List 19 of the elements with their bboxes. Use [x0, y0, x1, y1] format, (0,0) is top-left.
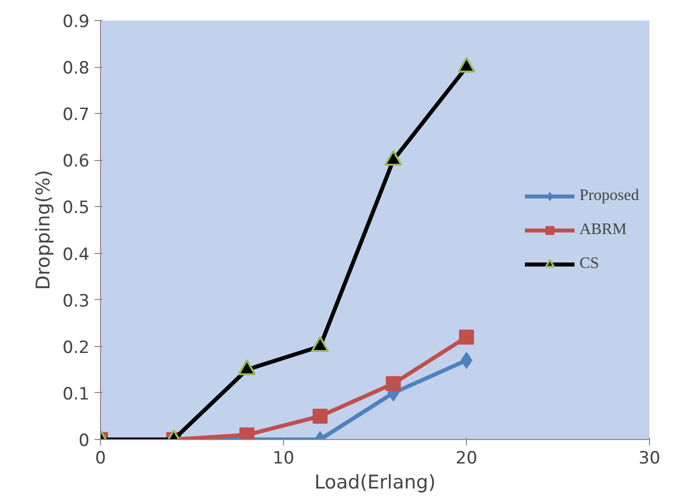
y-tick-label: 0.3 — [62, 291, 90, 312]
y-tick-label: 0.5 — [62, 198, 90, 218]
y-tick-label: 0.7 — [62, 105, 90, 126]
y-tick-label: 0.4 — [62, 244, 90, 265]
legend-label: CS — [579, 254, 600, 272]
y-tick-label: 0.9 — [62, 12, 90, 32]
x-tick-label: 0 — [95, 448, 106, 468]
y-axis-title: Dropping(%) — [32, 170, 54, 290]
x-tick-label: 20 — [456, 448, 478, 468]
x-tick-label: 30 — [638, 448, 660, 468]
legend-label: ABRM — [579, 220, 627, 238]
y-tick-label: 0.1 — [62, 384, 90, 404]
y-tick-label: 0 — [78, 431, 90, 451]
y-tick-label: 0.6 — [62, 152, 90, 172]
x-axis-title: Load(Erlang) — [314, 472, 436, 494]
y-tick-label: 0.2 — [62, 338, 90, 358]
y-tick-label: 0.8 — [62, 58, 90, 79]
x-tick-label: 10 — [272, 448, 294, 468]
legend-label: Proposed — [579, 186, 639, 204]
